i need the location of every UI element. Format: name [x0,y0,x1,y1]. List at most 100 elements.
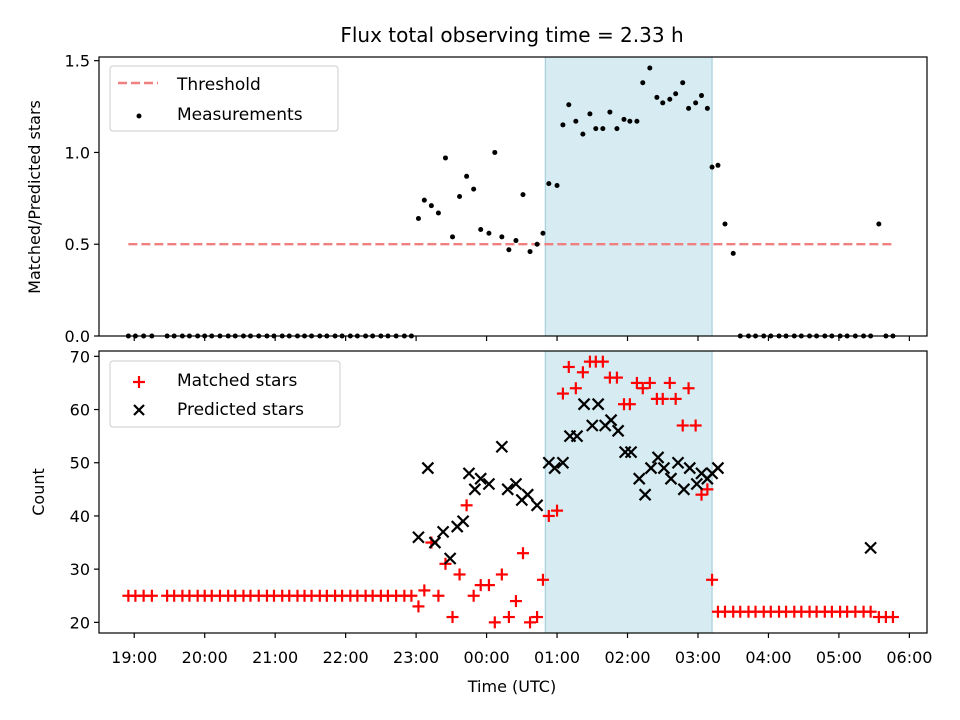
predicted-star-point [632,472,646,485]
measurement-point [546,181,552,187]
x-tick-label: 19:00 [111,648,157,667]
matched-star-point [516,547,529,560]
y-tick-label: 30 [70,560,90,579]
bottom-y-ticks: 20 30 40 50 60 70 [70,347,99,632]
matched-star-point [669,392,682,405]
predicted-star-point [638,488,652,501]
top-highlight-span [544,56,713,337]
measurement-point [566,102,572,108]
predicted-star-point [577,397,591,411]
predicted-star-point [591,397,605,411]
matched-star-point [531,611,544,624]
measurement-point [667,96,673,102]
measurement-point [627,118,633,124]
predicted-star-point [604,413,618,427]
matched-star-point [551,504,564,517]
legend-predicted-swatch [133,404,145,416]
legend-measurements-label: Measurements [177,105,303,125]
x-tick-label: 00:00 [464,648,510,667]
predicted-star-point [664,472,678,485]
x-tick-label: 03:00 [675,648,721,667]
measurement-point [607,109,613,115]
measurement-point [647,65,653,71]
matched-star-point [482,579,495,592]
y-tick-label: 0.5 [65,235,90,254]
matched-star-point [576,366,589,379]
matched-star-point [460,499,473,512]
legend-matched-swatch [133,376,145,388]
matched-star-point [412,600,425,613]
measurement-point [614,126,620,132]
x-tick-label: 04:00 [745,648,791,667]
legend-predicted-label: Predicted stars [177,400,304,420]
bottom-legend: Matched stars Predicted stars [109,360,341,428]
predicted-star-point [530,499,544,512]
predicted-star-point [421,461,435,475]
chart-title: Flux total observing time = 2.33 h [340,23,683,47]
x-tick-label: 06:00 [886,648,932,667]
measurement-point [587,111,593,117]
measurement-point [876,221,882,227]
matched-star-point [682,382,695,395]
measurement-point [600,126,606,132]
matched-star-point [610,371,623,384]
predicted-star-point [501,483,514,496]
x-axis-label: Time (UTC) [467,677,556,696]
measurement-point [540,230,546,236]
predicted-star-point [509,477,523,491]
measurement-point [450,234,456,240]
legend-threshold-label: Threshold [176,75,261,95]
predicted-star-point [624,445,638,459]
y-tick-label: 40 [70,507,90,526]
y-tick-label: 60 [70,401,90,420]
predicted-star-point [657,461,671,475]
matched-star-point [542,509,555,522]
measurement-point [435,210,441,216]
predicted-star-point [711,461,725,475]
predicted-star-point [671,456,685,470]
matched-star-point [676,419,689,432]
matched-star-point [432,589,445,602]
predicted-star-point [482,477,496,491]
predicted-star-point [436,525,450,539]
y-tick-label: 70 [70,347,90,366]
predicted-star-point [462,467,476,480]
predicted-star-point [556,456,570,470]
matched-star-point [636,382,649,395]
predicted-star-point [412,530,425,544]
predicted-star-point [683,461,697,475]
top-legend-box [109,65,339,132]
measurement-point [593,126,599,132]
predicted-star-point [651,451,665,464]
matched-star-point [536,573,549,586]
predicted-star-point [690,477,704,491]
matched-star-point [145,589,158,602]
predicted-star-point [570,429,584,443]
measurement-point [471,186,477,192]
top-x-ticks [133,336,910,341]
x-tick-label: 01:00 [534,648,580,667]
bottom-highlight-span [544,350,713,634]
predicted-star-point [548,461,561,475]
measurement-point [415,216,421,222]
matched-star-point [689,419,702,432]
measurement-point [686,105,692,111]
measurement-point [520,192,526,198]
matched-star-point [495,568,508,581]
x-tick-label: 22:00 [323,648,369,667]
matched-star-point [556,387,569,400]
matched-star-point [643,376,656,389]
predicted-star-point [585,419,599,432]
top-y-axis-label: Matched/Predicted stars [25,100,44,294]
matched-star-point [623,398,636,411]
measurement-point [673,91,679,97]
measurement-point [499,234,505,240]
measurement-point [722,221,728,227]
bottom-axes-frame [98,350,928,634]
matched-star-point [706,573,719,586]
matched-star-point [524,616,537,629]
predicted-star-point [468,483,482,496]
predicted-star-point [864,541,877,555]
measurement-point [457,194,463,199]
legend-measurements-swatch [136,113,142,119]
